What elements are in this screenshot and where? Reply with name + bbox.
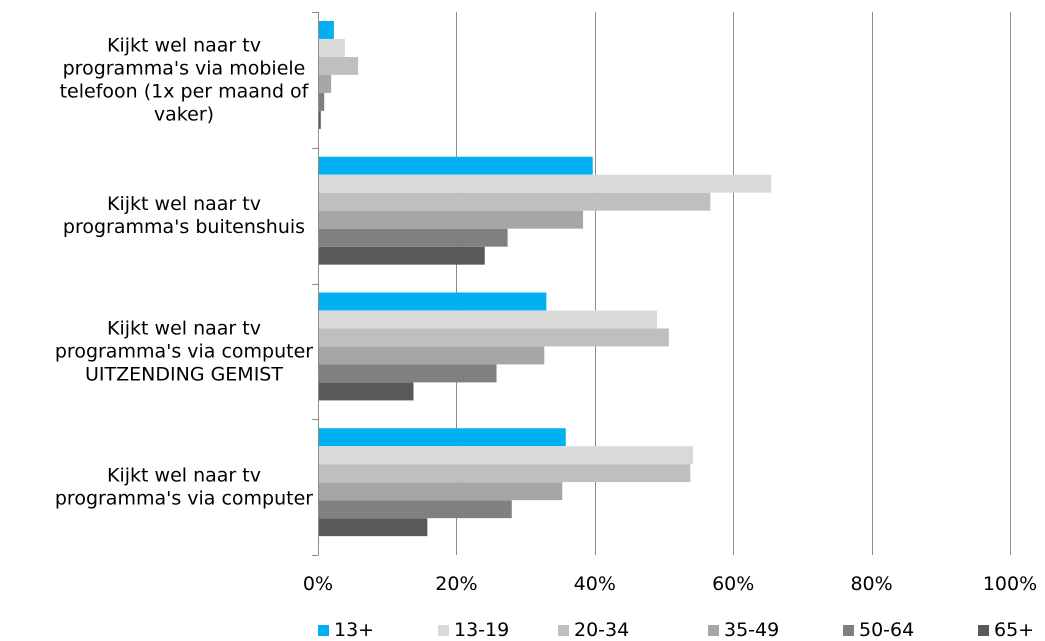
category-label-line: programma's buitenshuis — [63, 216, 305, 238]
category-label-line: vaker) — [154, 103, 214, 125]
bar — [318, 39, 345, 57]
bar — [318, 310, 658, 329]
legend-item: 13-19 — [438, 620, 509, 641]
legend-item: 65+ — [978, 620, 1034, 641]
legend-swatch — [558, 625, 569, 636]
x-tick-label: 0% — [303, 573, 333, 595]
category-label-line: programma's via computer — [55, 340, 313, 362]
bar — [318, 428, 566, 447]
bar — [318, 174, 772, 193]
legend-item: 50-64 — [843, 620, 914, 641]
legend-swatch — [978, 625, 989, 636]
x-tick-label: 100% — [983, 573, 1037, 595]
bar — [318, 246, 485, 265]
category-label-line: Kijkt wel naar tv — [107, 465, 261, 487]
bar — [318, 228, 508, 247]
bar — [318, 57, 359, 75]
y-axis — [312, 12, 319, 556]
legend-item: 20-34 — [558, 620, 629, 641]
legend-label: 20-34 — [574, 619, 630, 641]
legend-label: 65+ — [994, 619, 1035, 641]
legend-label: 13+ — [334, 619, 375, 641]
legend-label: 35-49 — [724, 619, 780, 641]
legend-swatch — [318, 625, 329, 636]
x-tick-label: 60% — [712, 573, 754, 595]
bar — [318, 111, 321, 129]
category-label-line: programma's via mobiele — [63, 57, 306, 79]
bar — [318, 210, 584, 229]
x-tick-labels: 0% 20% 40% 60% 80% 100% — [303, 573, 1037, 595]
legend-label: 13-19 — [454, 619, 510, 641]
bar — [318, 446, 694, 465]
bar — [318, 346, 545, 365]
legend-label: 50-64 — [859, 619, 915, 641]
bar — [318, 75, 332, 93]
category-label-line: Kijkt wel naar tv — [107, 193, 261, 215]
legend-item: 13+ — [318, 620, 374, 641]
bar — [318, 93, 325, 111]
bar — [318, 328, 669, 347]
bar — [318, 156, 593, 175]
legend-swatch — [438, 625, 449, 636]
category-label-line: programma's via computer — [55, 488, 313, 510]
bar — [318, 500, 512, 519]
category-label-line: telefoon (1x per maand of — [60, 80, 310, 102]
bar — [318, 518, 428, 537]
legend-swatch — [708, 625, 719, 636]
legend-item: 35-49 — [708, 620, 779, 641]
x-tick-label: 20% — [435, 573, 477, 595]
bar — [318, 364, 497, 383]
category-label-line: Kijkt wel naar tv — [107, 317, 261, 339]
category-label-line: UITZENDING GEMIST — [85, 363, 283, 385]
bar — [318, 482, 563, 501]
bar — [318, 292, 547, 311]
category-label-line: Kijkt wel naar tv — [107, 34, 261, 56]
x-tick-label: 40% — [574, 573, 616, 595]
bar — [318, 464, 691, 483]
bars — [318, 21, 772, 537]
bar — [318, 21, 334, 39]
legend: 13+ 13-19 20-34 35-49 50-64 65+ — [0, 620, 1045, 641]
bar — [318, 192, 711, 211]
legend-swatch — [843, 625, 854, 636]
x-tick-label: 80% — [850, 573, 892, 595]
bar — [318, 382, 414, 401]
